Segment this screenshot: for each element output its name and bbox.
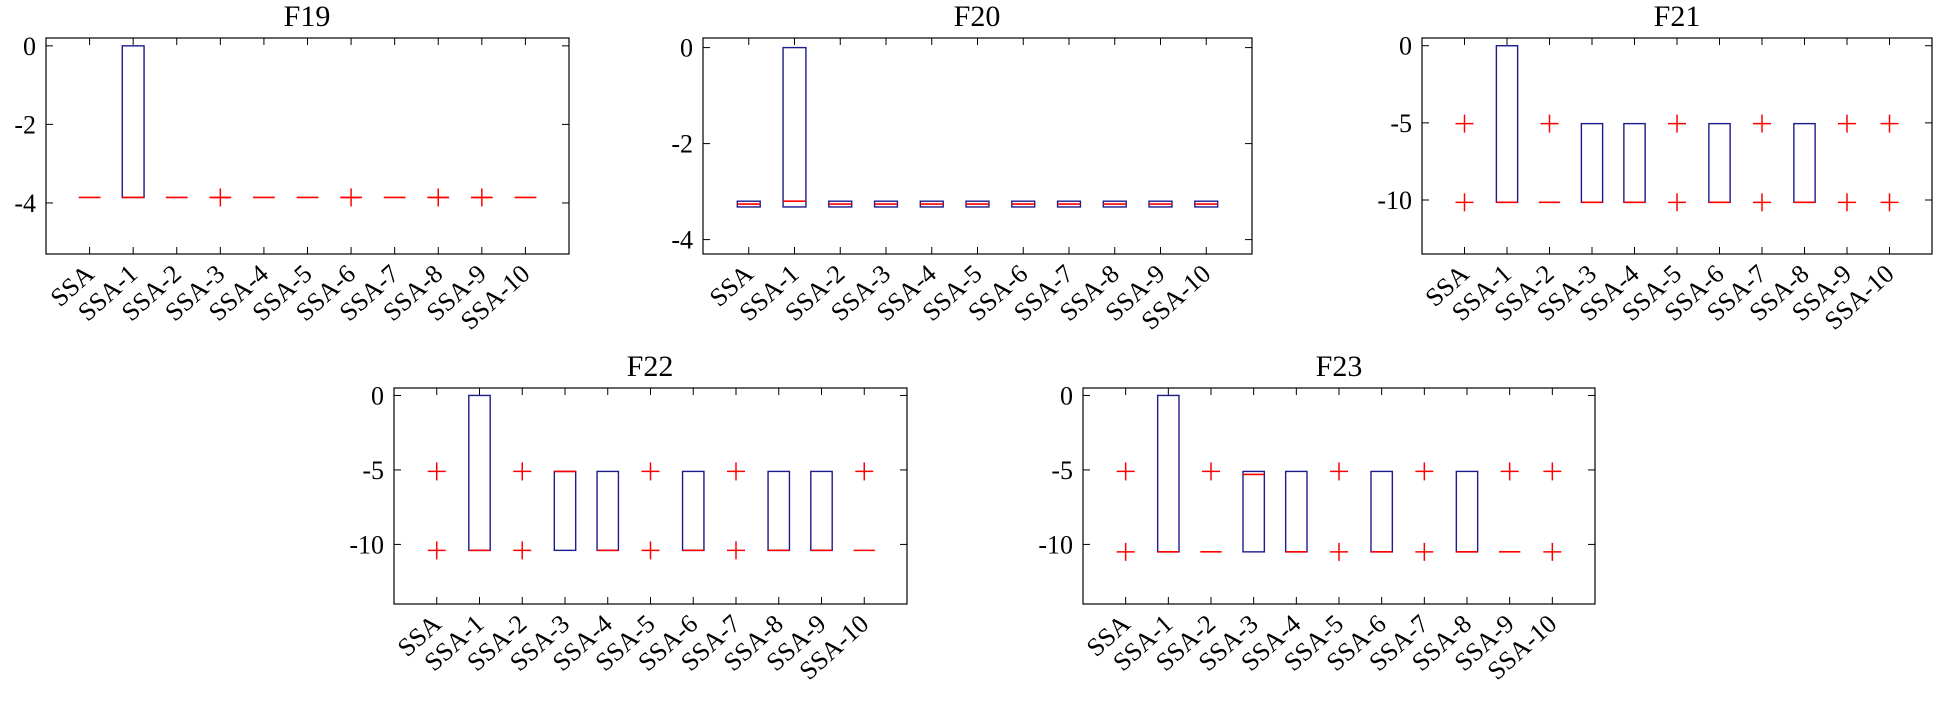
outlier-marker <box>1455 114 1474 133</box>
box-ssa-8 <box>767 470 791 552</box>
outlier-marker <box>427 541 446 560</box>
outlier-marker <box>1330 462 1348 481</box>
box-ssa-6 <box>681 470 705 552</box>
box-ssa-1 <box>121 45 145 199</box>
y-tick-label: -5 <box>1051 456 1073 485</box>
outlier-marker <box>1838 114 1856 133</box>
box-ssa-4 <box>596 470 620 552</box>
y-tick-label: -5 <box>362 456 384 485</box>
outlier-marker <box>513 462 532 481</box>
y-tick-label: 0 <box>23 32 36 61</box>
outlier-marker <box>1455 193 1474 212</box>
outlier-marker <box>342 188 361 207</box>
plot-frame <box>1421 37 1933 255</box>
outlier-marker <box>855 462 874 481</box>
outlier-marker <box>1668 193 1686 212</box>
panel-f23: F23 0-5-10SSASSA-1SSA-2SSA-3SSA-4SSA-5SS… <box>1038 350 1596 686</box>
chart-title: F20 <box>954 0 1001 33</box>
outlier-marker <box>641 462 660 481</box>
outlier-marker <box>1753 114 1771 133</box>
plot-frame <box>45 37 570 255</box>
chart-title: F19 <box>284 0 331 33</box>
y-tick-label: -4 <box>14 189 36 218</box>
box-ssa-9 <box>810 470 833 552</box>
y-tick-label: 0 <box>1060 381 1073 410</box>
panel-f21: F21 0-5-10SSASSA-1SSA-2SSA-3SSA-4SSA-5SS… <box>1377 0 1933 336</box>
outlier-marker <box>1500 462 1519 481</box>
panel-f20: F20 0-2-4SSASSA-1SSA-2SSA-3SSA-4SSA-5SSA… <box>671 0 1253 336</box>
outlier-marker <box>1415 542 1434 561</box>
outlier-marker <box>1330 542 1348 561</box>
box-ssa-8 <box>1793 122 1816 204</box>
outlier-marker <box>1543 542 1562 561</box>
outlier-marker <box>1753 193 1771 212</box>
outlier-marker <box>1543 462 1562 481</box>
panel-f22: F22 0-5-10SSASSA-1SSA-2SSA-3SSA-4SSA-5SS… <box>349 350 908 686</box>
y-tick-label: -4 <box>671 226 693 255</box>
box-ssa-6 <box>1370 470 1394 553</box>
box-ssa-3 <box>1580 122 1604 204</box>
outlier-marker <box>1880 114 1899 133</box>
box-ssa-1 <box>1495 45 1519 204</box>
box-ssa-6 <box>1708 122 1731 204</box>
outlier-marker <box>1880 193 1899 212</box>
y-tick-label: -2 <box>14 110 36 139</box>
box-ssa-3 <box>553 470 577 552</box>
box-ssa-4 <box>1284 470 1308 553</box>
plot-frame <box>1082 387 1596 605</box>
outlier-marker <box>427 462 446 481</box>
y-tick-label: -10 <box>349 530 384 559</box>
chart-title: F22 <box>627 350 674 383</box>
outlier-marker <box>429 188 448 207</box>
y-tick-label: 0 <box>1399 32 1412 61</box>
outlier-marker <box>1116 462 1135 481</box>
outlier-marker <box>1540 114 1559 133</box>
box-ssa-1 <box>782 46 807 208</box>
y-tick-label: 0 <box>371 381 384 410</box>
panel-f19: F19 0-2-4SSASSA-1SSA-2SSA-3SSA-4SSA-5SSA… <box>14 0 570 336</box>
outlier-marker <box>513 541 532 560</box>
outlier-marker <box>727 541 745 560</box>
outlier-marker <box>1838 193 1856 212</box>
y-tick-label: -10 <box>1038 530 1073 559</box>
chart-title: F21 <box>1654 0 1701 33</box>
y-tick-label: 0 <box>680 34 693 63</box>
box-ssa-1 <box>1156 394 1180 553</box>
outlier-marker <box>1668 114 1686 133</box>
plot-frame <box>393 387 908 605</box>
y-tick-label: -10 <box>1377 186 1412 215</box>
box-ssa-4 <box>1623 122 1646 204</box>
box-ssa-1 <box>468 394 491 552</box>
outlier-marker <box>472 188 491 207</box>
chart-title: F23 <box>1316 350 1363 383</box>
outlier-marker <box>211 188 230 207</box>
y-tick-label: -5 <box>1390 109 1412 138</box>
y-tick-label: -2 <box>671 130 693 159</box>
outlier-marker <box>1116 542 1135 561</box>
plot-frame <box>702 37 1253 255</box>
outlier-marker <box>641 541 660 560</box>
box-ssa-3 <box>1242 470 1266 553</box>
outlier-marker <box>727 462 745 481</box>
outlier-marker <box>1202 462 1220 481</box>
outlier-marker <box>1415 462 1434 481</box>
box-ssa-8 <box>1455 470 1479 553</box>
